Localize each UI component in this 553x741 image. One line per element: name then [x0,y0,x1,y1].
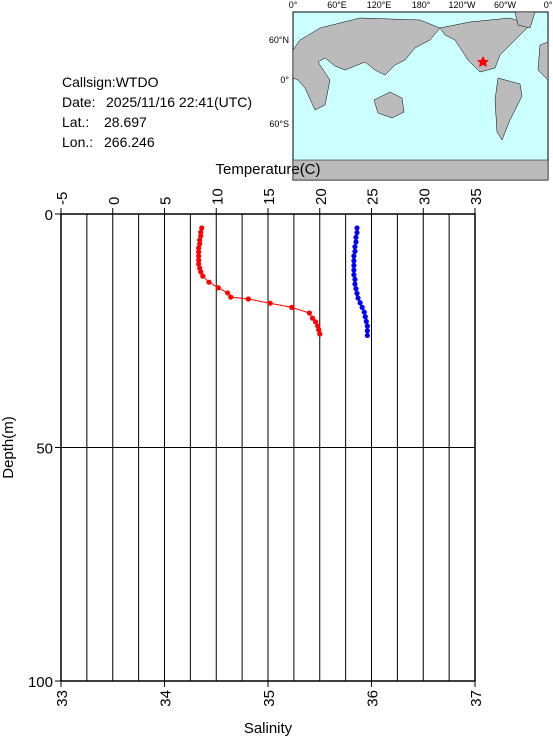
y-tick-label: 100 [28,674,53,691]
profile-point [359,304,365,310]
profile-point [199,225,205,231]
profile-point [351,272,357,278]
profile-point [357,300,363,306]
profile-point [352,281,358,287]
profile-point [364,323,370,329]
profile-point [228,294,234,300]
profile-point [309,315,316,321]
profile-point [316,327,322,333]
profile-point [197,241,203,247]
map-lon-label: 0° [544,0,553,10]
profile-point [352,248,358,254]
x2-tick-label: 5 [158,197,175,205]
x-tick-label: 34 [158,690,175,707]
profile-point [352,244,358,250]
profile-point [196,257,202,263]
x2-axis-label: Temperature(C) [215,161,320,178]
profile-point [354,290,360,296]
date: 2025/11/16 22:41(UTC) [106,94,252,110]
y-tick-label: 50 [36,441,53,458]
y-tick-label: 0 [45,207,53,224]
profile-point [317,331,323,337]
profile-point [196,261,202,267]
x2-tick-label: 35 [468,188,485,205]
profile-point [206,279,212,285]
profile-point [353,234,359,240]
profile-point [198,233,204,239]
profile-point [363,318,369,325]
x2-tick-label: 25 [365,188,382,205]
profile-point [313,319,319,325]
profile-point [364,332,370,339]
x-axis-label: Salinity [244,720,293,736]
x2-tick-label: -5 [54,192,71,205]
profile-point [351,262,357,268]
profile-point [198,229,204,235]
y-axis-label: Depth(m) [0,416,17,479]
profile-point [267,300,273,306]
map-lon-label: 120°E [367,0,392,10]
x2-tick-label: 0 [106,197,123,205]
x2-tick-label: 30 [416,188,433,205]
map-lon-label: 180° [412,0,431,10]
location-map: 0° 60°E 120°E 180° 120°W 60°W 0° 60°N 0° 60°S [269,0,553,181]
profile-point [196,249,202,255]
map-lat-label: 60°S [269,119,289,129]
profile-point [198,269,204,275]
lat-label: Lat.: [62,114,89,130]
profile-point [351,253,357,259]
map-land [292,11,549,181]
profile-point [361,309,367,315]
profile-point [215,285,221,291]
map-lon-label: 60°W [494,0,517,10]
x2-tick-label: 20 [313,188,330,205]
profile-point [196,253,202,259]
profile-point [352,276,358,282]
station-info: Callsign:WTDO Date: 2025/11/16 22:41(UTC… [62,74,252,150]
x-tick-label: 33 [54,690,71,707]
map-lon-label: 0° [289,0,298,10]
x-tick-label: 36 [365,690,382,707]
profile-point [351,267,357,273]
x2-tick-label: 15 [261,188,278,205]
profile-line [198,227,321,335]
profile-point [354,230,360,236]
map-lon-label: 120°W [448,0,476,10]
callsign: Callsign:WTDO [62,74,159,90]
profile-point [353,239,359,245]
profile-point [196,245,202,251]
date-label: Date: [62,94,95,110]
profile-point [353,286,359,292]
profile-point [364,328,370,334]
map-lon-label: 60°E [327,0,347,10]
lon: 266.246 [104,134,155,150]
x2-tick-label: 10 [209,188,226,205]
profile-point [351,258,357,264]
profile-point [354,225,360,231]
profile-point [289,304,295,310]
lat: 28.697 [104,114,147,130]
profile-point [245,296,251,302]
station-marker [477,56,489,67]
x-tick-label: 35 [261,690,278,707]
map-lat-label: 0° [280,75,289,85]
profile-point [197,237,203,243]
profile-point [355,295,361,301]
profile-point [225,290,231,296]
profile-point [200,273,206,279]
map-lat-label: 60°N [269,35,289,45]
profile-point [306,310,312,316]
profile-point [362,314,368,320]
x-tick-label: 37 [468,690,485,707]
lon-label: Lon.: [62,134,93,150]
